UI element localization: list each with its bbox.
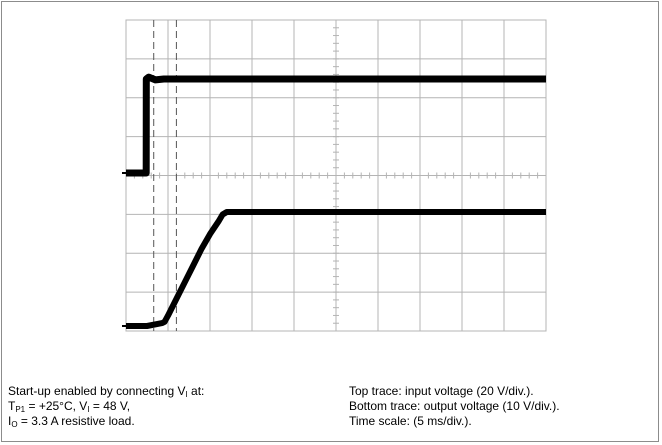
caption-line-3: IO = 3.3 A resistive load.	[8, 414, 328, 429]
caption-line-1: Start-up enabled by connecting VI at:	[8, 384, 328, 399]
caption-text: I	[8, 414, 12, 428]
trace-input-voltage	[126, 73, 546, 177]
graticule-grid	[125, 19, 547, 332]
trace-output-voltage	[126, 209, 546, 329]
time-cursors	[153, 20, 177, 331]
caption-conditions: Start-up enabled by connecting VI at: TP…	[8, 384, 328, 429]
caption-bottom-trace: Bottom trace: output voltage (10 V/div.)…	[349, 399, 560, 413]
caption-subscript: O	[11, 420, 18, 429]
caption-text: Start-up enabled by connecting V	[8, 384, 186, 398]
caption-text: = +25°C, V	[25, 399, 88, 413]
caption-subscript: I	[185, 390, 188, 399]
caption-subscript: P1	[15, 405, 26, 414]
caption-line-2: TP1 = +25°C, VI = 48 V,	[8, 399, 328, 414]
caption-text: = 48 V,	[89, 399, 131, 413]
caption-text: = 3.3 A resistive load.	[17, 414, 135, 428]
caption-subscript: I	[87, 405, 90, 414]
caption-text: at:	[187, 384, 205, 398]
caption-text: T	[8, 399, 16, 413]
caption-top-trace: Top trace: input voltage (20 V/div.).	[349, 384, 534, 398]
caption-traces: Top trace: input voltage (20 V/div.). Bo…	[349, 384, 654, 429]
caption-time-scale: Time scale: (5 ms/div.).	[349, 414, 472, 428]
oscilloscope-plot	[122, 19, 547, 332]
traces	[122, 73, 546, 329]
